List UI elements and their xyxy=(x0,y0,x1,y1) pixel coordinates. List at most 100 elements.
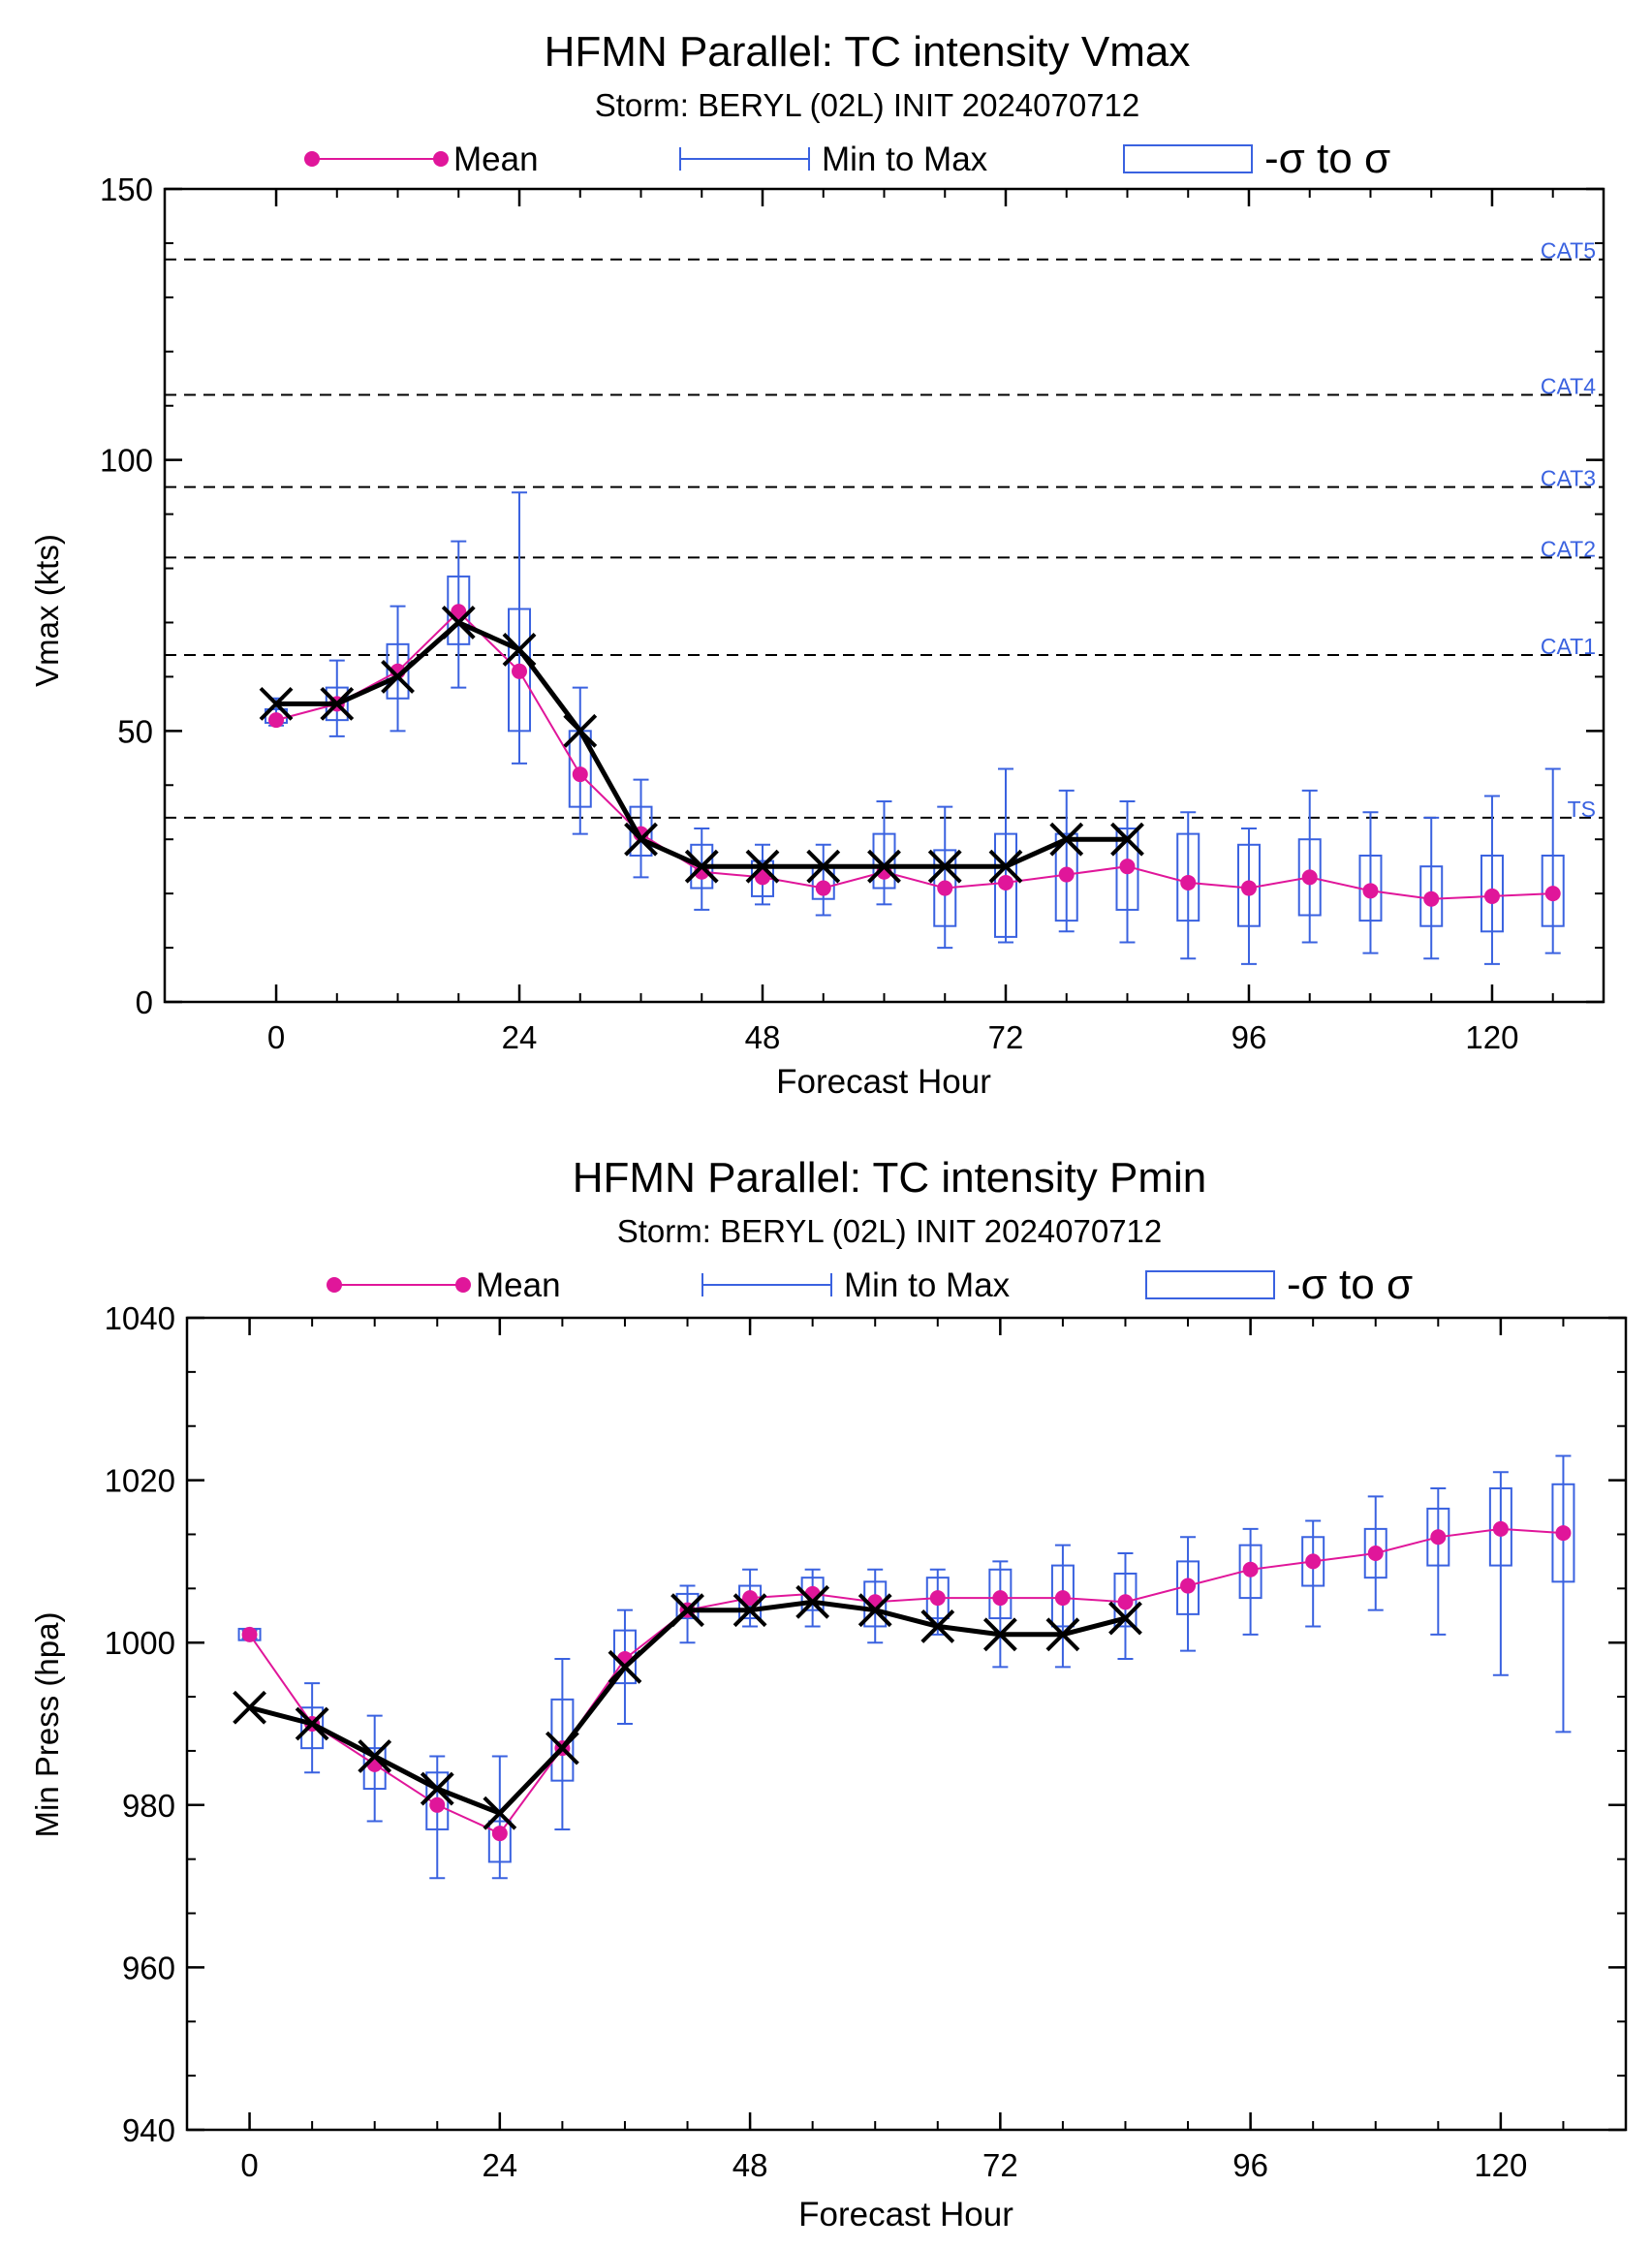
x-tick-label: 120 xyxy=(1474,2147,1527,2183)
sigma-box xyxy=(872,832,896,890)
legend-mean-marker xyxy=(455,1277,471,1293)
y-tick-label: 1020 xyxy=(105,1463,175,1499)
x-tick-label: 120 xyxy=(1465,1019,1518,1055)
observed-x-marker xyxy=(867,849,901,884)
sigma-box xyxy=(1176,832,1200,922)
observed-x-marker xyxy=(563,713,598,748)
legend-minmax-label: Min to Max xyxy=(844,1266,1011,1304)
threshold-label: CAT3 xyxy=(1541,466,1596,491)
mean-point xyxy=(1423,890,1440,907)
sigma-box xyxy=(988,1568,1013,1620)
y-tick-label: 1000 xyxy=(105,1625,175,1661)
mean-point xyxy=(1180,1577,1197,1594)
mean-point xyxy=(755,869,771,886)
observed-x-marker xyxy=(806,849,841,884)
threshold-label: CAT5 xyxy=(1541,238,1596,264)
sigma-box xyxy=(1480,854,1504,933)
y-tick-label: 0 xyxy=(136,984,153,1020)
x-tick-label: 0 xyxy=(240,2147,258,2183)
mean-point xyxy=(742,1590,759,1607)
observed-x-marker xyxy=(684,849,719,884)
chart-title: HFMN Parallel: TC intensity Pmin xyxy=(573,1154,1206,1202)
y-tick-label: 960 xyxy=(122,1950,175,1985)
y-axis-label: Min Press (hpa) xyxy=(29,1612,65,1838)
mean-point xyxy=(1305,1553,1322,1570)
x-tick-label: 72 xyxy=(988,1019,1024,1055)
mean-point xyxy=(429,1796,446,1813)
mean-line xyxy=(275,609,1553,900)
x-tick-label: 96 xyxy=(1232,2147,1268,2183)
vmax-plot: 0 50 100 150 0 24 48 72 96 120 TS CAT1 CAT2 CAT3 CAT4 C… xyxy=(100,172,1605,1055)
observed-x-marker xyxy=(795,1584,830,1619)
x-axis-label: Forecast Hour xyxy=(798,2196,1013,2233)
mean-point xyxy=(1117,1594,1134,1610)
mean-point xyxy=(1180,874,1197,890)
legend-minmax-label: Min to Max xyxy=(822,141,988,178)
mean-point xyxy=(491,1826,508,1842)
sigma-box xyxy=(1297,838,1322,917)
observed-x-marker xyxy=(420,1771,454,1806)
legend-mean-marker xyxy=(433,151,449,167)
mean-point xyxy=(572,766,588,783)
mean-point xyxy=(1054,1590,1071,1607)
observed-x-marker xyxy=(295,1706,329,1741)
legend-mean-label: Mean xyxy=(453,141,539,178)
threshold-label: TS xyxy=(1568,797,1596,822)
mean-point xyxy=(268,712,285,729)
legend-mean-marker xyxy=(327,1277,342,1293)
observed-x-marker xyxy=(608,1649,642,1684)
legend: Mean Min to Max -σ to σ xyxy=(304,135,1390,182)
x-tick-label: 48 xyxy=(732,2147,768,2183)
mean-point xyxy=(992,1590,1009,1607)
legend: Mean Min to Max -σ to σ xyxy=(327,1261,1413,1308)
y-tick-label: 980 xyxy=(122,1788,175,1824)
y-tick-label: 150 xyxy=(100,172,153,207)
sigma-box xyxy=(1050,1564,1075,1628)
legend-mean-label: Mean xyxy=(476,1266,561,1304)
observed-x-marker xyxy=(920,1609,955,1643)
mean-point xyxy=(1119,859,1136,875)
mean-point xyxy=(512,663,528,679)
sigma-box xyxy=(487,1820,512,1863)
chart-subtitle: Storm: BERYL (02L) INIT 2024070712 xyxy=(595,87,1140,123)
observed-x-marker xyxy=(927,849,962,884)
mean-point xyxy=(241,1626,258,1642)
observed-x-marker xyxy=(358,1739,392,1773)
observed-x-marker xyxy=(259,686,294,721)
sigma-box xyxy=(386,642,410,700)
sigma-box xyxy=(1301,1536,1325,1587)
chart-subtitle: Storm: BERYL (02L) INIT 2024070712 xyxy=(617,1213,1163,1249)
mean-point xyxy=(1367,1546,1384,1562)
threshold-label: CAT2 xyxy=(1541,536,1596,561)
mean-point xyxy=(997,874,1013,890)
legend-sigma-label: -σ to σ xyxy=(1287,1261,1413,1308)
observed-x-marker xyxy=(545,1731,579,1765)
plot-frame xyxy=(185,1316,1628,2132)
mean-point xyxy=(1058,866,1075,883)
mean-point xyxy=(1240,880,1257,896)
observed-x-marker xyxy=(502,633,537,667)
threshold-label: CAT1 xyxy=(1541,634,1596,659)
observed-x-marker xyxy=(624,822,658,857)
x-axis-label: Forecast Hour xyxy=(776,1063,991,1101)
observed-x-marker xyxy=(1108,1601,1142,1636)
legend-sigma-box xyxy=(1145,1270,1275,1299)
y-axis-label: Vmax (kts) xyxy=(29,534,65,687)
pmin-plot: 940 960 980 1000 1020 1040 0 24 48 72 96 120 xyxy=(105,1300,1628,2183)
observed-x-marker xyxy=(670,1593,704,1628)
sigma-box xyxy=(1054,832,1078,922)
observed-x-marker xyxy=(732,1593,767,1628)
mean-point xyxy=(1555,1525,1572,1542)
chart-title: HFMN Parallel: TC intensity Vmax xyxy=(545,28,1191,76)
x-tick-label: 24 xyxy=(482,2147,517,2183)
observed-x-marker xyxy=(745,849,780,884)
sigma-box xyxy=(993,832,1017,938)
x-tick-label: 0 xyxy=(267,1019,285,1055)
x-tick-label: 48 xyxy=(745,1019,781,1055)
mean-point xyxy=(1483,888,1500,904)
observed-x-marker xyxy=(320,686,355,721)
observed-x-marker xyxy=(441,606,476,640)
sigma-box xyxy=(675,1592,700,1620)
observed-x-marker xyxy=(1045,1617,1080,1652)
